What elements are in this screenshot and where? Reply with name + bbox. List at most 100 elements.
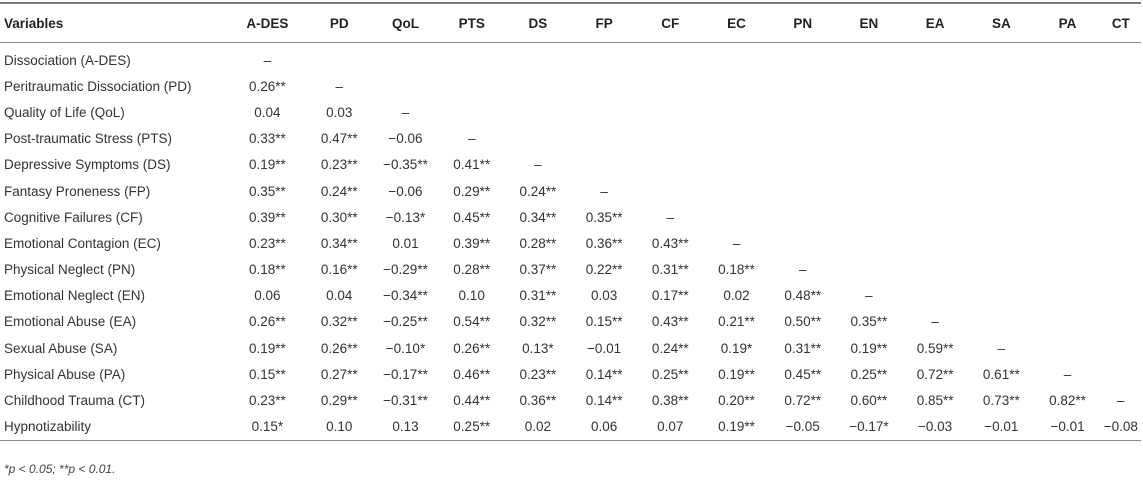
table-cell: 0.27** [320, 366, 358, 382]
table-cell [968, 283, 1034, 309]
column-header: PD [306, 2, 373, 43]
table-row: Emotional Contagion (EC) 0.23** 0.34** 0.01… [0, 230, 1141, 256]
table-cell: 0.23** [249, 235, 286, 251]
table-cell: 0.19** [249, 157, 286, 173]
table-cell [637, 73, 703, 99]
table-cell: – [467, 131, 476, 147]
table-cell [1034, 152, 1100, 178]
table-cell [703, 43, 769, 74]
table-cell [968, 43, 1034, 74]
table-cell [1101, 361, 1141, 387]
table-cell: 0.19* [720, 340, 753, 356]
table-row: Sexual Abuse (SA) 0.19** 0.26** −0.10* 0.26*… [0, 335, 1141, 361]
table-cell: 0.43** [651, 235, 689, 251]
table-cell [1034, 283, 1100, 309]
table-cell: 0.20** [718, 393, 755, 409]
table-cell [1034, 257, 1100, 283]
table-cell: −0.29** [383, 262, 428, 278]
table-cell: 0.28** [453, 262, 491, 278]
significance-footnote: *p < 0.05; **p < 0.01. [4, 462, 116, 476]
table-cell: 0.26** [453, 340, 491, 356]
table-cell: 0.36** [519, 393, 557, 409]
table-cell: 0.29** [453, 183, 491, 199]
table-cell [637, 178, 703, 204]
table-cell: −0.35** [383, 157, 428, 173]
table-cell: −0.03 [902, 413, 969, 441]
table-cell: −0.34** [383, 288, 428, 304]
table-cell: 0.47** [320, 131, 358, 147]
column-header: EC [703, 2, 770, 43]
table-cell: 0.41** [453, 157, 491, 173]
table-cell [770, 204, 836, 230]
table-cell [770, 73, 836, 99]
table-cell [703, 126, 769, 152]
table-cell: 0.30** [320, 209, 358, 225]
table-cell [637, 152, 703, 178]
column-header: SA [968, 2, 1035, 43]
table-cell [902, 283, 968, 309]
column-header: FP [571, 2, 638, 43]
table-cell: −0.08 [1100, 413, 1141, 441]
column-header: QoL [372, 2, 439, 43]
table-cell: 0.59** [916, 340, 954, 356]
table-cell [439, 73, 505, 99]
table-cell [902, 152, 968, 178]
table-cell: −0.06 [388, 183, 423, 199]
table-cell: 0.54** [453, 314, 491, 330]
table-cell [968, 152, 1034, 178]
table-cell [836, 178, 902, 204]
table-cell: 0.60** [850, 393, 888, 409]
table-cell: 0.02 [723, 288, 750, 304]
table-cell: 0.25** [850, 366, 888, 382]
table-cell: – [666, 209, 675, 225]
table-cell [1034, 99, 1100, 125]
column-header: EA [902, 2, 969, 43]
table-cell [836, 99, 902, 125]
table-cell: 0.39** [249, 209, 286, 225]
table-cell: – [1117, 393, 1125, 409]
table-cell: 0.19** [718, 366, 755, 382]
table-cell: 0.06 [571, 413, 638, 441]
table-cell [836, 204, 902, 230]
table-cell: 0.33** [249, 131, 286, 147]
table-cell [1101, 335, 1141, 361]
table-cell: – [1063, 366, 1072, 382]
table-cell [968, 230, 1034, 256]
table-row: Cognitive Failures (CF) 0.39** 0.30** −0.13… [0, 204, 1141, 230]
row-label: Peritraumatic Dissociation (PD) [4, 78, 192, 94]
row-label: Sexual Abuse (SA) [4, 340, 118, 356]
table-cell: −0.17** [383, 366, 428, 382]
table-cell: 0.73** [982, 393, 1020, 409]
table-cell: 0.46** [453, 366, 491, 382]
table-cell [571, 73, 637, 99]
table-header: Variables A-DES PD QoL PTS DS FP CF EC P… [0, 2, 1141, 43]
table-cell: 0.23** [519, 366, 557, 382]
table-cell: 0.15** [249, 366, 286, 382]
table-cell: −0.06 [388, 131, 423, 147]
row-label: Physical Abuse (PA) [4, 366, 126, 382]
table-cell: 0.26** [249, 78, 286, 94]
table-cell [836, 126, 902, 152]
table-cell [306, 43, 372, 74]
table-cell [1034, 73, 1100, 99]
table-cell: 0.04 [254, 104, 281, 120]
table-cell: −0.13* [385, 209, 426, 225]
row-label: Emotional Abuse (EA) [4, 314, 137, 330]
table-cell: 0.24** [519, 183, 557, 199]
row-label: Childhood Trauma (CT) [4, 393, 146, 409]
table-row: Emotional Neglect (EN) 0.06 0.04 −0.34** 0.1… [0, 283, 1141, 309]
table-cell: 0.72** [784, 393, 822, 409]
table-cell [439, 99, 505, 125]
table-cell: 0.18** [718, 262, 755, 278]
table-cell [770, 152, 836, 178]
row-label: Emotional Contagion (EC) [4, 235, 161, 251]
table-cell: 0.36** [585, 235, 623, 251]
table-cell [1101, 126, 1141, 152]
row-label: Emotional Neglect (EN) [4, 288, 146, 304]
table-cell [902, 126, 968, 152]
table-cell [1034, 230, 1100, 256]
table-cell: – [865, 288, 873, 304]
row-label: Quality of Life (QoL) [4, 104, 125, 120]
table-cell: 0.72** [916, 366, 954, 382]
table-cell [1101, 309, 1141, 335]
